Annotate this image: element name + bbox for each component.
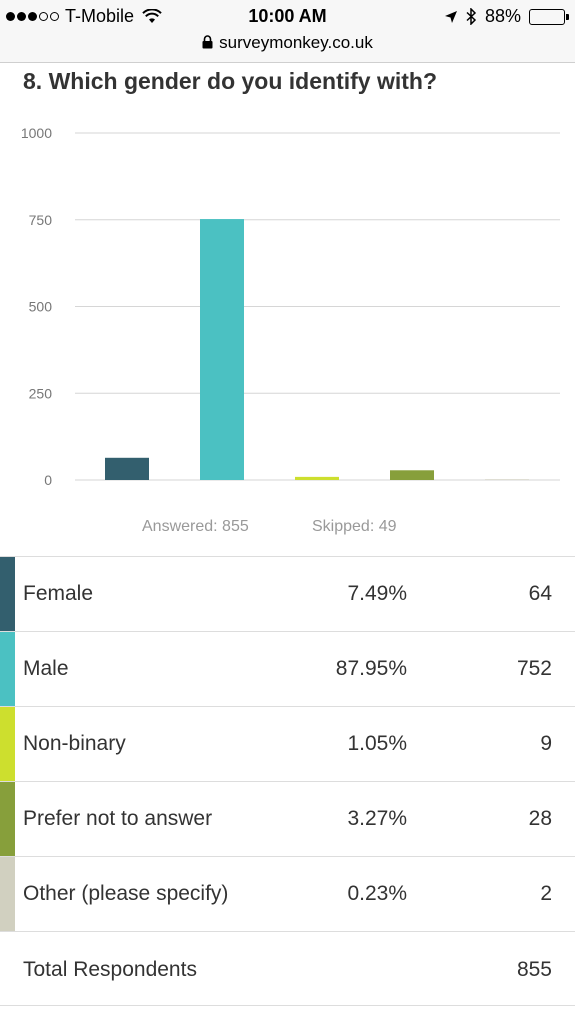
color-swatch xyxy=(0,856,15,932)
answer-count: 28 xyxy=(528,807,552,830)
url-text: surveymonkey.co.uk xyxy=(219,33,373,52)
answer-percent: 3.27% xyxy=(347,807,407,830)
skipped-count: Skipped: 49 xyxy=(312,518,397,535)
location-icon xyxy=(444,10,457,23)
table-row: Female 7.49% 64 xyxy=(0,556,575,632)
y-tick-label: 1000 xyxy=(21,125,52,141)
y-tick-label: 500 xyxy=(29,299,53,315)
results-table: Female 7.49% 64 Male 87.95% 752 Non-bina… xyxy=(0,556,575,932)
table-row: Other (please specify) 0.23% 2 xyxy=(0,856,575,932)
answer-count: 752 xyxy=(516,657,552,680)
status-right: 88% xyxy=(444,6,569,27)
question-title: 8. Which gender do you identify with? xyxy=(23,68,437,94)
answer-label: Prefer not to answer xyxy=(23,807,213,830)
bluetooth-icon xyxy=(466,8,477,25)
total-respondents-row: Total Respondents 855 xyxy=(0,931,575,1006)
signal-icon xyxy=(6,12,59,21)
total-label: Total Respondents xyxy=(23,958,197,981)
status-bar: T-Mobile 10:00 AM 88% surveymonkey.co.uk xyxy=(0,0,575,63)
bar-chart: 1000 750 500 250 0 xyxy=(21,125,560,488)
clock: 10:00 AM xyxy=(248,6,327,26)
table-row: Male 87.95% 752 xyxy=(0,631,575,707)
y-tick-label: 250 xyxy=(29,385,53,401)
color-swatch xyxy=(0,631,15,707)
battery-percent: 88% xyxy=(484,6,521,26)
answer-count: 2 xyxy=(540,882,552,906)
table-row: Prefer not to answer 3.27% 28 xyxy=(0,781,575,857)
battery-icon xyxy=(529,8,569,25)
answer-percent: 0.23% xyxy=(347,882,407,906)
y-tick-label: 750 xyxy=(29,212,53,228)
answer-count: 64 xyxy=(528,582,552,605)
answer-label: Other (please specify) xyxy=(23,882,229,906)
answered-count: Answered: 855 xyxy=(142,518,249,535)
bar-female[interactable] xyxy=(105,457,149,480)
table-row: Non-binary 1.05% 9 xyxy=(0,706,575,782)
color-swatch xyxy=(0,556,15,632)
total-value: 855 xyxy=(516,958,552,981)
bar-prefer-not-to-answer[interactable] xyxy=(390,470,434,480)
answer-percent: 7.49% xyxy=(347,582,407,605)
color-swatch xyxy=(0,781,15,857)
bar-non-binary[interactable] xyxy=(295,476,339,480)
wifi-icon xyxy=(142,9,162,23)
answer-label: Female xyxy=(23,582,94,605)
answer-percent: 1.05% xyxy=(347,732,407,755)
answer-count: 9 xyxy=(540,732,552,755)
answer-label: Non-binary xyxy=(23,732,126,755)
bar-other-please-specify[interactable] xyxy=(485,479,529,480)
carrier-name: T-Mobile xyxy=(65,6,135,26)
answer-label: Male xyxy=(23,657,69,680)
carrier: T-Mobile xyxy=(6,6,162,27)
y-tick-label: 0 xyxy=(44,472,52,488)
bar-male[interactable] xyxy=(200,219,244,480)
answer-percent: 87.95% xyxy=(335,657,407,680)
address-bar[interactable]: surveymonkey.co.uk xyxy=(0,33,575,53)
color-swatch xyxy=(0,706,15,782)
lock-icon xyxy=(202,35,213,49)
